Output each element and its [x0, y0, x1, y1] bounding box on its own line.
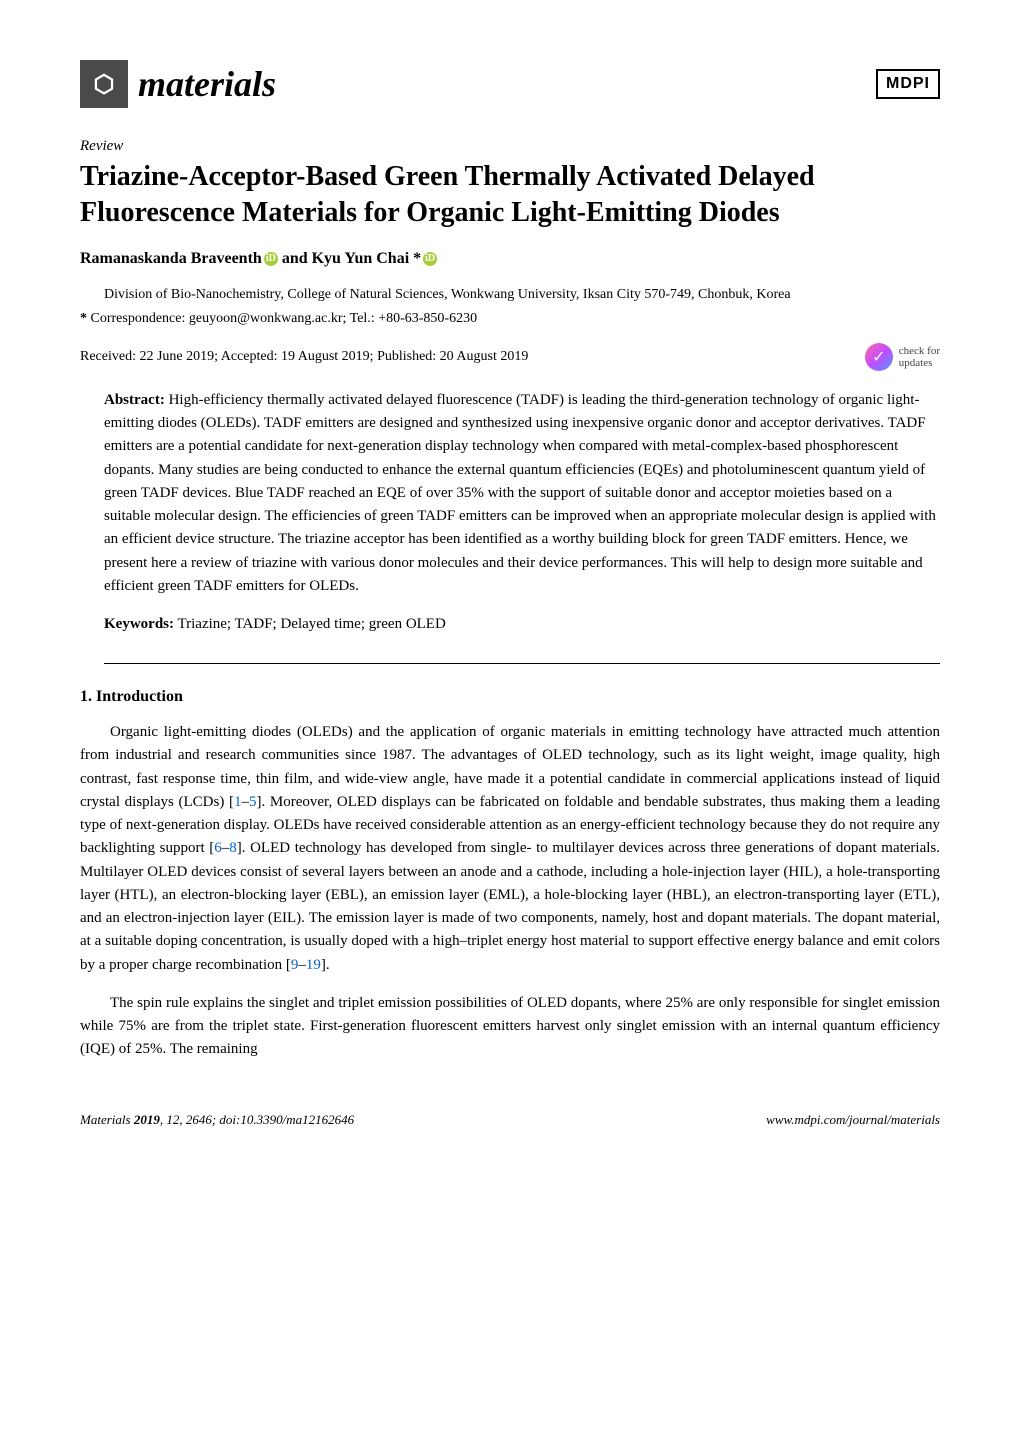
- ref-dash: –: [298, 957, 306, 973]
- correspondence: * Correspondence: geuyoon@wonkwang.ac.kr…: [80, 311, 940, 327]
- correspondence-text: Correspondence: geuyoon@wonkwang.ac.kr; …: [91, 311, 478, 326]
- orcid-icon[interactable]: iD: [423, 252, 437, 266]
- author-1: Ramanaskanda Braveenth: [80, 250, 262, 267]
- check-updates-badge[interactable]: ✓ check for updates: [865, 343, 940, 371]
- p1-text-d: ].: [321, 957, 330, 973]
- check-updates-icon: ✓: [865, 343, 893, 371]
- page-footer: Materials 2019, 12, 2646; doi:10.3390/ma…: [80, 1112, 940, 1128]
- footer-year: 2019: [134, 1112, 160, 1127]
- dates-row: Received: 22 June 2019; Accepted: 19 Aug…: [80, 343, 940, 371]
- publisher-logo: MDPI: [876, 69, 940, 99]
- header-row: ⬡ materials MDPI: [80, 60, 940, 108]
- footer-volume: 12: [166, 1112, 179, 1127]
- abstract-label: Abstract:: [104, 392, 165, 408]
- correspondence-marker: *: [80, 311, 87, 326]
- article-title: Triazine-Acceptor-Based Green Thermally …: [80, 159, 940, 232]
- footer-doi: , 2646; doi:10.3390/ma12162646: [179, 1112, 354, 1127]
- check-updates-line1: check for: [899, 345, 940, 357]
- authors-line: Ramanaskanda BraveenthiD and Kyu Yun Cha…: [80, 250, 940, 268]
- intro-paragraph-2: The spin rule explains the singlet and t…: [80, 992, 940, 1062]
- journal-logo-icon: ⬡: [80, 60, 128, 108]
- page-container: ⬡ materials MDPI Review Triazine-Accepto…: [0, 0, 1020, 1168]
- ref-link[interactable]: 19: [306, 957, 321, 973]
- footer-left: Materials 2019, 12, 2646; doi:10.3390/ma…: [80, 1112, 354, 1128]
- abstract-block: Abstract: High-efficiency thermally acti…: [104, 389, 940, 598]
- logo-glyph: ⬡: [94, 70, 115, 99]
- footer-journal: Materials: [80, 1112, 134, 1127]
- keywords-block: Keywords: Triazine; TADF; Delayed time; …: [104, 616, 940, 633]
- intro-paragraph-1: Organic light-emitting diodes (OLEDs) an…: [80, 721, 940, 977]
- keywords-label: Keywords:: [104, 616, 174, 632]
- check-updates-line2: updates: [899, 357, 940, 369]
- abstract-text: High-efficiency thermally activated dela…: [104, 392, 936, 594]
- section-heading: 1. Introduction: [80, 688, 940, 706]
- orcid-icon[interactable]: iD: [264, 252, 278, 266]
- ref-dash: –: [241, 794, 249, 810]
- section-rule: [104, 663, 940, 664]
- journal-logo: ⬡ materials: [80, 60, 276, 108]
- p1-text-c: ]. OLED technology has developed from si…: [80, 840, 940, 972]
- journal-name: materials: [138, 63, 276, 105]
- check-updates-text: check for updates: [899, 345, 940, 369]
- article-type: Review: [80, 138, 940, 155]
- authors-connector: and: [278, 250, 312, 267]
- footer-url[interactable]: www.mdpi.com/journal/materials: [766, 1112, 940, 1127]
- keywords-text: Triazine; TADF; Delayed time; green OLED: [177, 616, 445, 632]
- author-2: Kyu Yun Chai *: [312, 250, 422, 267]
- ref-link[interactable]: 6: [214, 840, 222, 856]
- ref-link[interactable]: 8: [229, 840, 237, 856]
- footer-right[interactable]: www.mdpi.com/journal/materials: [766, 1112, 940, 1128]
- publication-dates: Received: 22 June 2019; Accepted: 19 Aug…: [80, 349, 528, 365]
- affiliation: Division of Bio-Nanochemistry, College o…: [104, 284, 940, 305]
